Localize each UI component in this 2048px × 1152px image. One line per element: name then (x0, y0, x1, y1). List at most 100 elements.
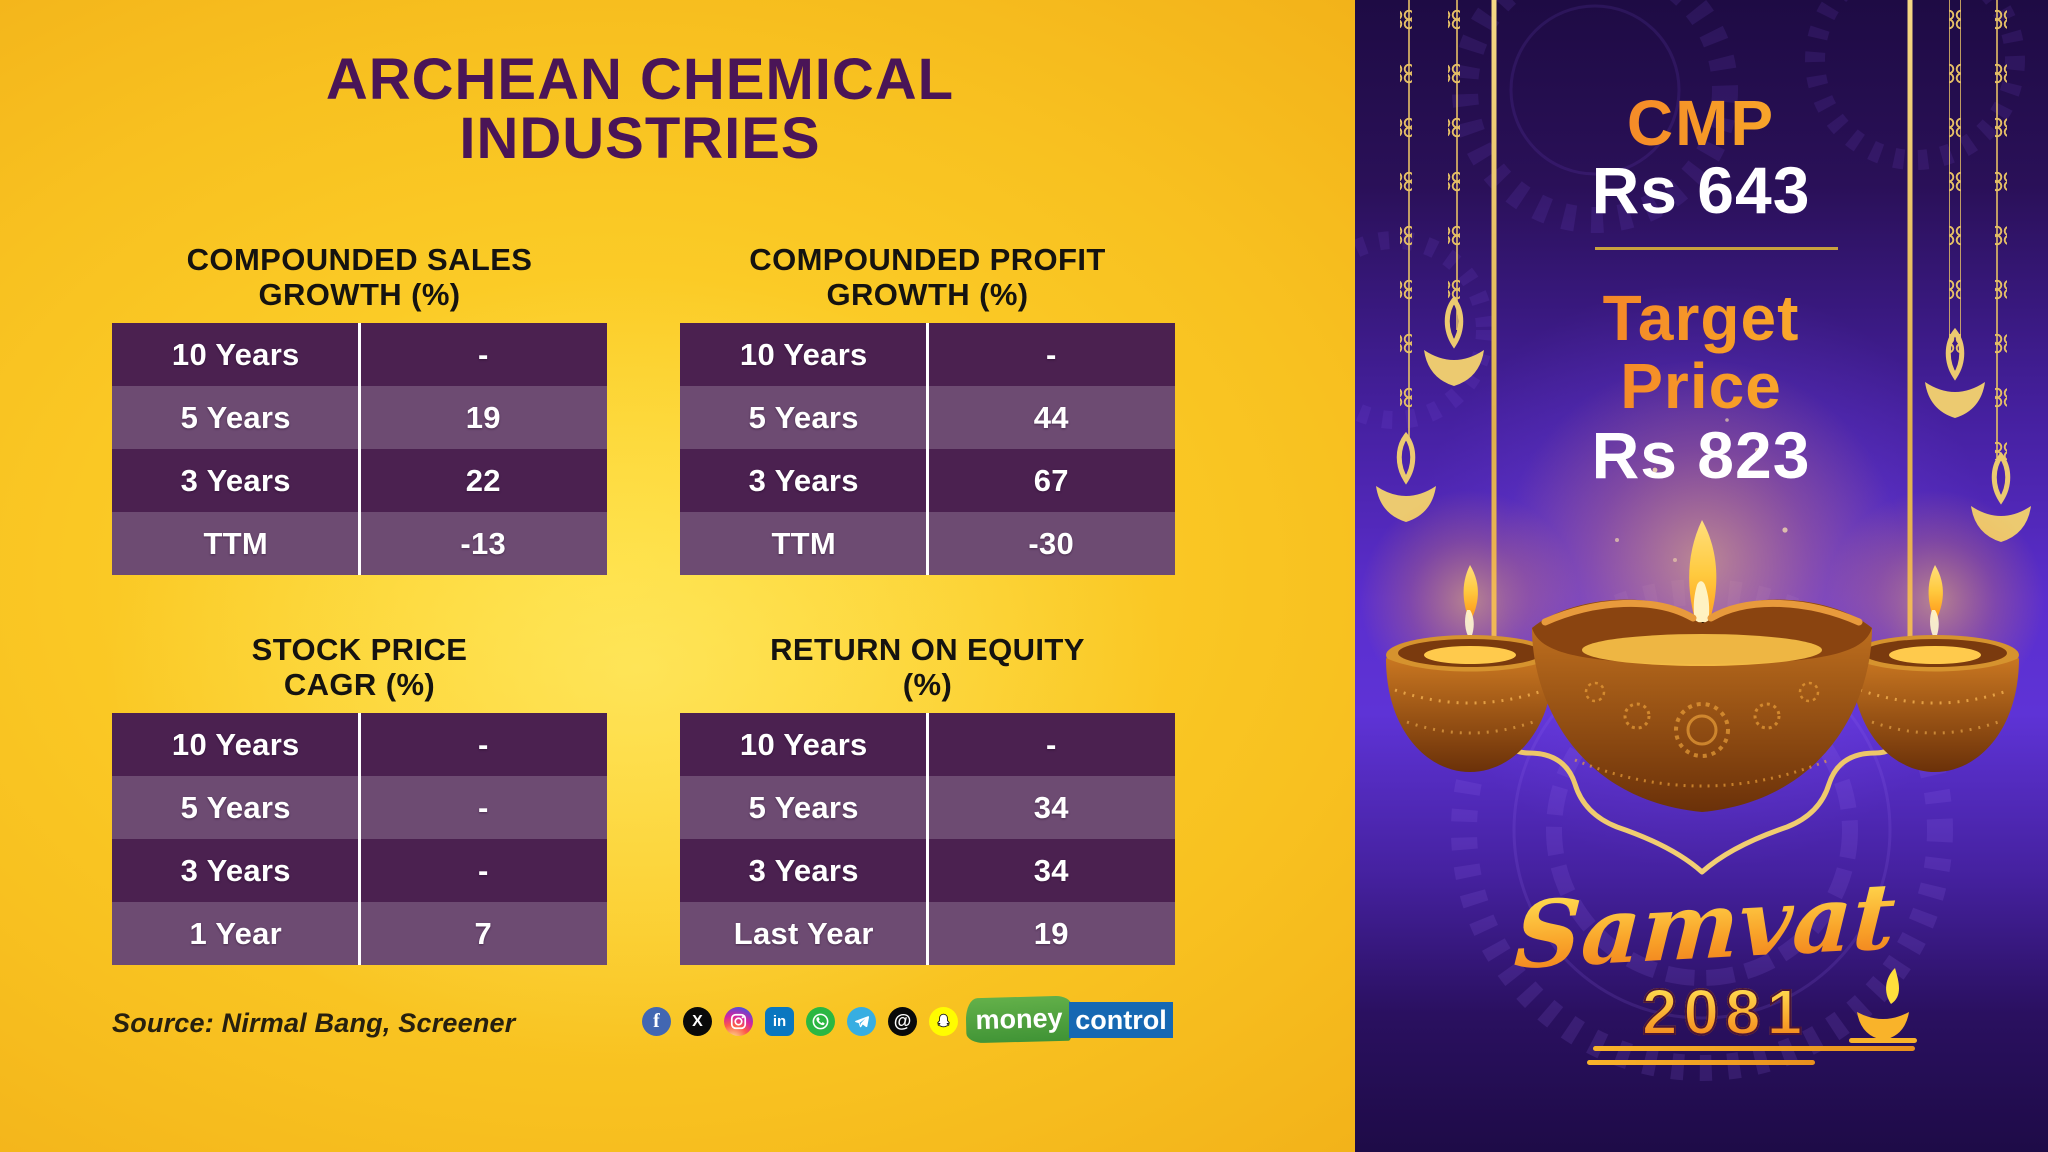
row-label: 5 Years (180, 789, 291, 825)
x-twitter-icon[interactable]: X (683, 1007, 712, 1036)
row-value: - (1045, 336, 1057, 372)
page-title: ARCHEAN CHEMICAL INDUSTRIES (0, 50, 1280, 168)
diya-pendant (1424, 295, 1484, 386)
stats-section: ARCHEAN CHEMICAL INDUSTRIES COMPOUNDED S… (0, 0, 1355, 1152)
page-title-line1: ARCHEAN CHEMICAL (325, 47, 955, 112)
social-icons-row: f X in @ (642, 1007, 958, 1036)
page-title-line2: INDUSTRIES (459, 106, 821, 172)
row-value: -30 (1028, 525, 1075, 561)
instagram-camera-glyph (730, 1013, 747, 1030)
row-value: 7 (474, 915, 493, 951)
moneycontrol-money-text: money (975, 1002, 1063, 1036)
column-divider (358, 713, 361, 965)
table-title-line: CAGR (%) (283, 666, 436, 702)
moneycontrol-money-part: money (965, 995, 1073, 1044)
row-value: - (1045, 726, 1057, 762)
table-row: 5 Years 19 (112, 386, 607, 449)
cmp-label: CMP (1401, 86, 2001, 160)
snapchat-icon[interactable] (929, 1007, 958, 1036)
linkedin-glyph: in (772, 1013, 787, 1030)
row-label: 1 Year (189, 915, 283, 951)
table-title-stock-cagr: STOCK PRICE CAGR (%) (112, 632, 607, 702)
column-divider (926, 713, 929, 965)
row-label: 10 Years (171, 336, 300, 372)
target-price-label-line1: Target (1401, 281, 2001, 355)
row-value: - (477, 852, 489, 888)
side-diya-left (1386, 565, 1554, 772)
facebook-glyph: f (653, 1010, 660, 1032)
target-price-label-line2: Price (1401, 349, 2001, 423)
table-title-line: (%) (902, 666, 953, 702)
snapchat-ghost-glyph (937, 1013, 950, 1028)
table-title-line: RETURN ON EQUITY (770, 632, 1085, 667)
row-value: 19 (1033, 915, 1069, 951)
linkedin-icon[interactable]: in (765, 1007, 794, 1036)
table-title-line: COMPOUNDED SALES (186, 242, 533, 277)
telegram-icon[interactable] (847, 1007, 876, 1036)
row-value: 34 (1033, 852, 1069, 888)
whatsapp-icon[interactable] (806, 1007, 835, 1036)
cmp-value: Rs 643 (1591, 153, 1811, 227)
table-title-profit-growth: COMPOUNDED PROFIT GROWTH (%) (680, 242, 1175, 312)
column-divider (926, 323, 929, 575)
samvat-underline (1593, 1046, 1915, 1051)
diwali-decoration-graphic (1355, 0, 2045, 1081)
row-label: 3 Years (180, 852, 291, 888)
row-value: 22 (465, 462, 501, 498)
row-value: 19 (465, 399, 501, 435)
facebook-icon[interactable]: f (642, 1007, 671, 1036)
row-value: - (477, 789, 489, 825)
price-panel: CMP Rs 643 Target Price Rs 823 Samvat 20… (1355, 0, 2048, 1152)
moneycontrol-control-text: control (1075, 1004, 1167, 1035)
moneycontrol-control-part: control (1069, 1002, 1173, 1038)
row-value: 67 (1033, 462, 1069, 498)
mandala-pattern-top (1355, 0, 2025, 429)
row-label: TTM (203, 525, 269, 561)
row-label: 10 Years (739, 726, 868, 762)
sparkles (1615, 418, 1788, 562)
table-title-line: GROWTH (%) (258, 276, 461, 312)
row-value: 34 (1033, 789, 1069, 825)
source-note: Source: Nirmal Bang, Screener (112, 1008, 516, 1038)
row-label: 3 Years (748, 852, 859, 888)
hanging-chains (1376, 0, 2031, 542)
gold-divider (1595, 247, 1838, 250)
threads-icon[interactable]: @ (888, 1007, 917, 1036)
row-value: -13 (460, 525, 507, 561)
row-label: 3 Years (180, 462, 291, 498)
samvat-underline (1587, 1060, 1815, 1065)
table-roe: 10 Years - 5 Years 34 3 Years 34 Last Ye… (680, 713, 1175, 965)
samvat-diya-icon (1849, 968, 1917, 1043)
threads-glyph: @ (893, 1011, 912, 1031)
side-diya-right (1851, 565, 2019, 772)
whatsapp-phone-glyph (812, 1013, 829, 1030)
instagram-icon[interactable] (724, 1007, 753, 1036)
row-label: 10 Years (739, 336, 868, 372)
row-label: 5 Years (180, 399, 291, 435)
row-label: 10 Years (171, 726, 300, 762)
table-title-line: COMPOUNDED PROFIT (749, 242, 1106, 277)
telegram-plane-glyph (855, 1016, 870, 1028)
table-sales-growth: 10 Years - 5 Years 19 3 Years 22 TTM -13 (112, 323, 607, 575)
target-price-value: Rs 823 (1591, 418, 1811, 492)
table-title-sales-growth: COMPOUNDED SALES GROWTH (%) (112, 242, 607, 312)
table-stock-cagr: 10 Years - 5 Years - 3 Years - 1 Year 7 (112, 713, 607, 965)
row-label: 5 Years (748, 789, 859, 825)
table-title-line: GROWTH (%) (826, 276, 1029, 312)
row-label: TTM (771, 525, 837, 561)
diya-pendant (1925, 327, 1985, 418)
table-title-roe: RETURN ON EQUITY (%) (680, 632, 1175, 702)
center-diya (1532, 520, 1872, 812)
row-label: 3 Years (748, 462, 859, 498)
gold-frame (1491, 0, 1913, 875)
row-value: - (477, 336, 489, 372)
x-glyph: X (692, 1012, 703, 1030)
samvat-logo-year: 2081 (1605, 979, 1845, 1045)
row-label: 5 Years (748, 399, 859, 435)
table-profit-growth: 10 Years - 5 Years 44 3 Years 67 TTM -30 (680, 323, 1175, 575)
column-divider (358, 323, 361, 575)
row-value: 44 (1033, 399, 1069, 435)
samvat-logo-script: Samvat (1462, 862, 1949, 990)
row-label: Last Year (733, 915, 874, 951)
